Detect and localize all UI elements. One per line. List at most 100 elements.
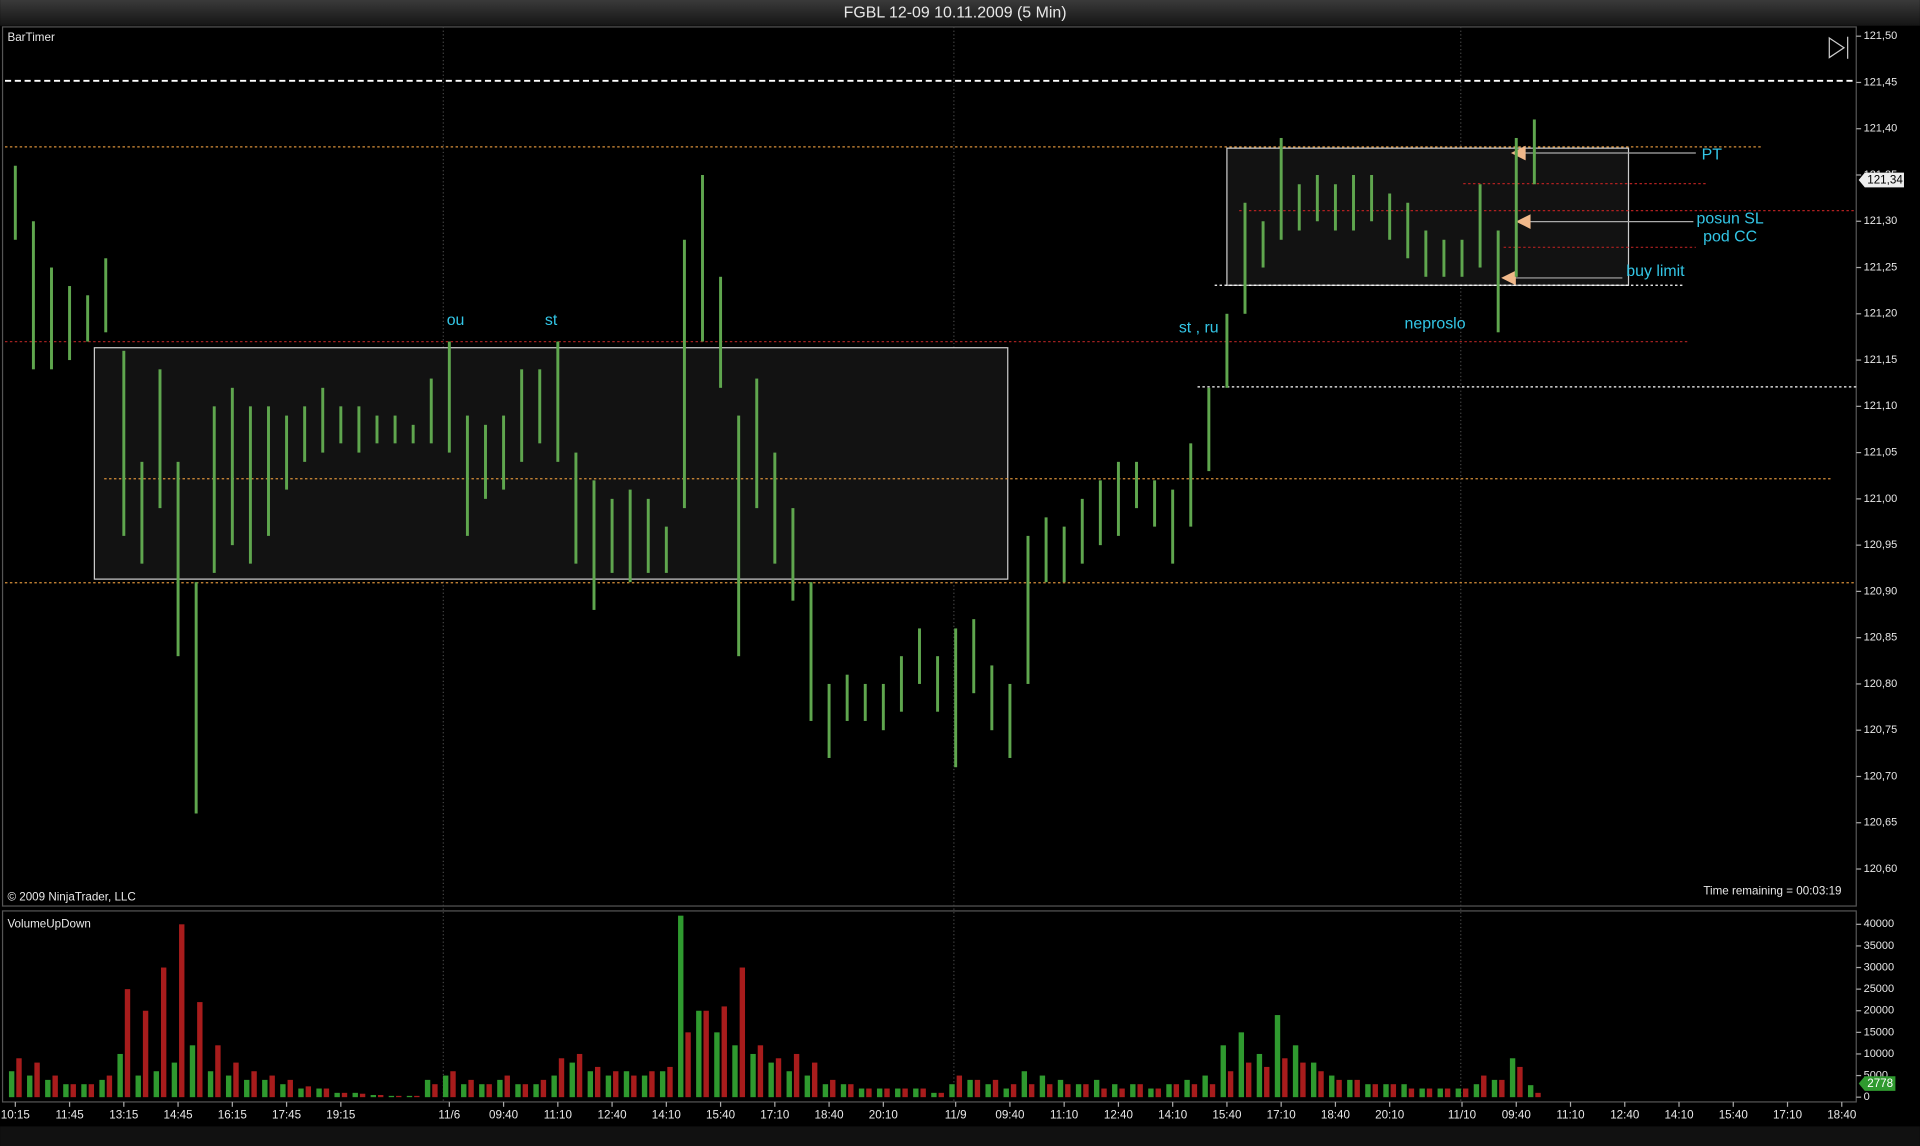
volume-bar — [1083, 1084, 1089, 1098]
y-tick-label: 121,30 — [1864, 215, 1898, 227]
annotation: ou — [447, 312, 465, 329]
volume-bar — [623, 1071, 630, 1098]
volume-bar — [1021, 1071, 1028, 1098]
volume-bar — [1426, 1088, 1433, 1098]
volume-bar — [117, 1053, 123, 1098]
volume-bar — [1282, 1058, 1288, 1098]
price-bar — [719, 276, 723, 388]
price-bar — [1225, 313, 1229, 388]
volume-bar — [1383, 1084, 1389, 1098]
price-bar — [972, 619, 976, 694]
play-icon[interactable] — [1828, 36, 1849, 59]
volume-bar — [938, 1092, 944, 1098]
volume-bar — [551, 1075, 557, 1098]
volume-bar — [316, 1088, 322, 1098]
price-bar — [465, 415, 469, 536]
price-bar — [339, 406, 343, 444]
x-tick-label: 14:10 — [1664, 1108, 1694, 1121]
volume-bar — [1039, 1075, 1046, 1098]
x-tick-label: 11:10 — [1556, 1108, 1585, 1121]
volume-bar — [225, 1075, 232, 1098]
price-bar — [1243, 202, 1247, 314]
x-tick-label: 11:45 — [55, 1108, 83, 1121]
volume-bar — [949, 1084, 955, 1098]
volume-bar — [1130, 1084, 1136, 1098]
price-bar — [1044, 517, 1048, 583]
volume-bar — [1003, 1088, 1009, 1098]
volume-bar — [287, 1079, 293, 1098]
volume-bar — [1419, 1088, 1425, 1098]
volume-bar — [160, 967, 167, 1098]
volume-bar — [1028, 1084, 1035, 1098]
volume-bar — [468, 1079, 474, 1098]
price-bar — [773, 452, 777, 564]
volume-bar — [1336, 1079, 1342, 1098]
price-bar — [1207, 387, 1211, 472]
volume-bar — [34, 1062, 40, 1098]
volume-bar — [587, 1071, 594, 1098]
volume-bar — [1112, 1084, 1118, 1098]
price-bar — [1080, 498, 1084, 564]
price-bar — [827, 683, 831, 758]
annotation: pod CC — [1703, 229, 1757, 246]
volume-bar — [52, 1075, 58, 1098]
volume-bar — [822, 1084, 829, 1098]
volume-bar — [1227, 1071, 1234, 1098]
y-tick-label: 121,00 — [1864, 493, 1898, 505]
price-bar — [140, 461, 144, 564]
volume-bar — [461, 1084, 467, 1098]
price-bar — [321, 387, 325, 453]
price-bar — [954, 628, 958, 768]
volume-bar — [479, 1084, 485, 1098]
volume-bar — [1264, 1066, 1270, 1098]
volume-bar — [1365, 1084, 1371, 1098]
price-bar — [1279, 137, 1283, 240]
price-bar — [936, 656, 940, 712]
price-bar — [104, 258, 108, 333]
volume-bar — [1119, 1088, 1125, 1098]
marks: 121,50121,45121,40121,35121,30121,25121,… — [1, 30, 1897, 1121]
x-tick-label: 17:10 — [1267, 1108, 1297, 1121]
price-bar — [646, 498, 650, 573]
price-bar — [737, 415, 741, 657]
x-tick-label: 20:10 — [869, 1108, 899, 1121]
volume-bar — [884, 1088, 890, 1098]
volume-bar — [1137, 1084, 1143, 1098]
y-tick-label: 40000 — [1864, 918, 1895, 930]
y-tick-label: 121,50 — [1864, 30, 1898, 42]
level-lines — [4, 79, 1857, 584]
x-tick-label: 13:15 — [109, 1108, 138, 1121]
volume-bar — [522, 1084, 529, 1098]
range-box — [1226, 147, 1630, 286]
volume-bar — [811, 1062, 818, 1098]
volume-bar — [793, 1053, 800, 1098]
annotation: posun SL — [1697, 210, 1764, 227]
volume-bar — [678, 915, 684, 1098]
volume-bar — [1101, 1088, 1107, 1098]
y-tick-label: 10000 — [1864, 1048, 1895, 1060]
x-tick-label: 09:40 — [489, 1108, 519, 1121]
volume-bar — [830, 1079, 836, 1098]
price-bar — [411, 424, 415, 444]
volume-bar — [641, 1075, 648, 1098]
volume-bar — [992, 1079, 999, 1098]
volume-bar — [153, 1071, 160, 1098]
y-tick-label: 20000 — [1864, 1005, 1895, 1017]
x-tick-label: 17:10 — [760, 1108, 790, 1121]
x-tick-label: 17:45 — [272, 1108, 301, 1121]
price-bar — [592, 480, 596, 610]
price-bar — [1315, 174, 1319, 222]
volume-bar — [569, 1062, 575, 1098]
price-bar — [176, 461, 180, 657]
volume-bar — [1173, 1084, 1180, 1098]
x-tick-label: 15:40 — [706, 1108, 736, 1121]
volume-bar — [1220, 1045, 1226, 1098]
x-tick-label: 09:40 — [1502, 1108, 1532, 1121]
price-bar — [881, 683, 885, 731]
volume-bar — [280, 1084, 286, 1098]
price-bar — [863, 683, 867, 721]
volume-bar — [244, 1079, 250, 1098]
volume-bar — [8, 1071, 15, 1098]
price-bar — [520, 369, 524, 462]
volume-bar — [594, 1066, 601, 1098]
